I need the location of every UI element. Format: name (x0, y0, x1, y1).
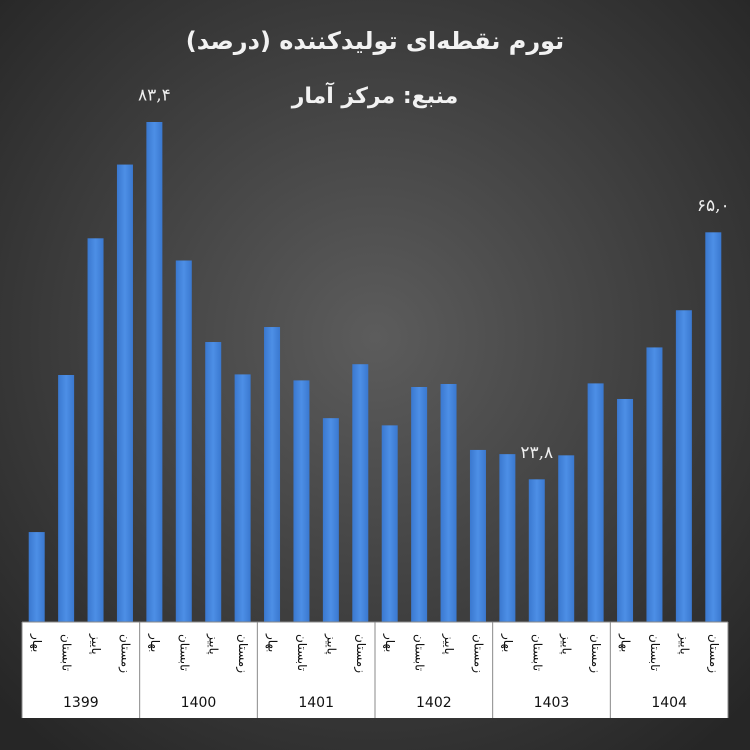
bar (205, 342, 222, 622)
x-tick-label: زمستان (706, 634, 721, 673)
bar (87, 238, 104, 623)
x-tick-label: زمستان (353, 634, 368, 673)
x-tick-label: بهار (500, 633, 515, 652)
x-tick-label: بهار (618, 633, 633, 652)
bar (175, 260, 192, 622)
bar (293, 380, 310, 622)
group-label: 1399 (63, 695, 99, 711)
bar (558, 455, 575, 622)
group-label: 1402 (416, 695, 452, 711)
bar (528, 479, 545, 622)
x-tick-label: زمستان (470, 634, 485, 673)
x-tick-label: تابستان (530, 634, 544, 671)
bar (116, 164, 133, 622)
bar (234, 374, 251, 622)
x-tick-label: پاییز (88, 633, 103, 655)
bar (322, 418, 339, 622)
x-tick-label: بهار (382, 633, 397, 652)
bar (411, 386, 428, 622)
bar (264, 327, 281, 622)
group-label: 1401 (298, 695, 334, 711)
x-tick-label: پاییز (441, 633, 456, 655)
bar (469, 449, 486, 622)
x-tick-label: پاییز (676, 633, 691, 655)
x-tick-label: زمستان (235, 634, 250, 673)
bar (146, 122, 163, 622)
bar (646, 347, 663, 622)
x-tick-label: تابستان (295, 634, 309, 671)
data-label: ۸۳,۴ (138, 86, 171, 106)
group-label: 1400 (181, 695, 217, 711)
x-tick-label: زمستان (117, 634, 132, 673)
chart-title: تورم نقطه‌ای تولیدکننده (درصد) (186, 27, 564, 55)
data-label: ۶۵,۰ (697, 196, 730, 216)
x-tick-label: بهار (265, 633, 280, 652)
x-tick-label: تابستان (60, 634, 74, 671)
x-tick-label: بهار (147, 633, 162, 652)
x-tick-label: پاییز (206, 633, 221, 655)
bar (587, 383, 604, 622)
x-tick-label: بهار (29, 633, 44, 652)
bar (381, 425, 398, 622)
bar (499, 454, 516, 622)
group-label: 1404 (651, 695, 687, 711)
group-label: 1403 (534, 695, 570, 711)
x-tick-label: تابستان (413, 634, 427, 671)
bar (28, 532, 45, 622)
x-tick-label: تابستان (648, 634, 662, 671)
bar (675, 310, 692, 622)
chart-subtitle: منبع: مرکز آمار (291, 81, 459, 109)
x-tick-label: زمستان (588, 634, 603, 673)
x-tick-label: تابستان (177, 634, 191, 671)
bar (705, 232, 722, 622)
x-tick-label: پاییز (323, 633, 338, 655)
data-label: ۲۳,۸ (520, 443, 553, 463)
x-tick-label: پاییز (559, 633, 574, 655)
bar (352, 364, 369, 622)
bar (617, 398, 634, 622)
bar (58, 374, 75, 622)
bar (440, 383, 457, 622)
